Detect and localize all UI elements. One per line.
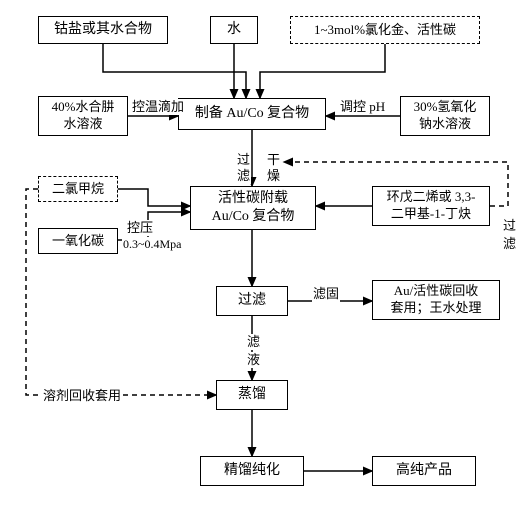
label-filt_side1: 过 (502, 218, 517, 234)
label-filt_dry3: 滤 (236, 168, 251, 184)
label-ph: 调控 pH (339, 99, 386, 115)
arrow (260, 44, 385, 98)
label-temp_drop: 控温滴加 (131, 99, 185, 115)
label-filt_dry4: 燥 (266, 168, 281, 184)
label-filt_dry2: 干 (266, 152, 281, 168)
label-filt_liq2: 液 (246, 352, 261, 368)
box-naoh: 30%氢氧化钠水溶液 (400, 96, 490, 136)
box-purify: 精馏纯化 (200, 456, 304, 486)
box-water: 水 (210, 16, 258, 44)
box-product: 高纯产品 (372, 456, 476, 486)
box-co: 一氧化碳 (38, 228, 118, 254)
box-dcm: 二氯甲烷 (38, 176, 118, 202)
box-distill: 蒸馏 (216, 380, 288, 410)
label-pressure2: 0.3~0.4Mpa (122, 237, 183, 251)
label-filt_dry1: 过 (236, 152, 251, 168)
label-filt_side2: 滤 (502, 236, 517, 252)
arrow (118, 189, 190, 206)
arrow (26, 189, 216, 395)
box-ac_complex: 活性碳附载Au/Co 复合物 (190, 186, 316, 230)
box-filter: 过滤 (216, 286, 288, 316)
box-aucl: 1~3mol%氯化金、活性碳 (290, 16, 480, 44)
label-filt_solid: 滤固 (312, 286, 340, 302)
label-solv_rec: 溶剂回收套用 (42, 388, 122, 404)
box-cobalt: 钴盐或其水合物 (38, 16, 168, 44)
arrow (103, 44, 246, 98)
label-pressure1: 控压 (126, 220, 154, 236)
box-ring: 环戊二烯或 3,3-二甲基-1-丁炔 (372, 186, 490, 226)
box-prepare: 制备 Au/Co 复合物 (178, 98, 326, 130)
box-recycle_au: Au/活性碳回收套用；王水处理 (372, 280, 500, 320)
box-hydrazine: 40%水合肼水溶液 (38, 96, 128, 136)
label-filt_liq1: 滤 (246, 334, 261, 350)
